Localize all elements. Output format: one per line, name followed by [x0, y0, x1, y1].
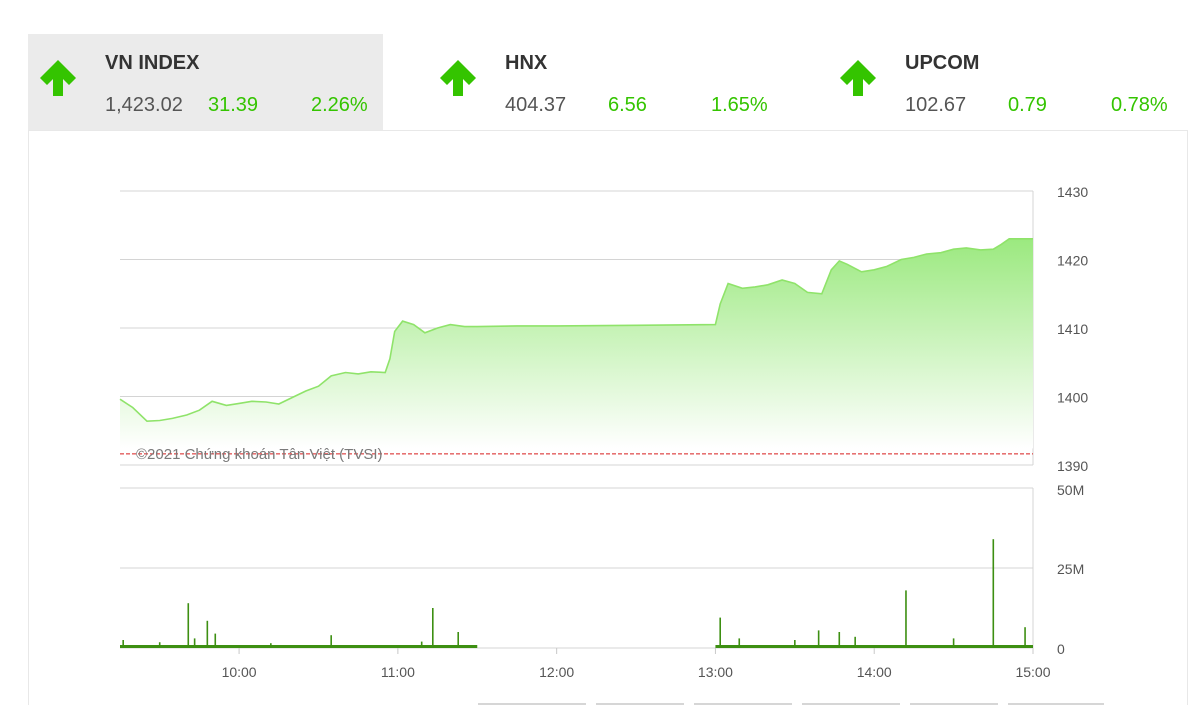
volume-bar	[193, 638, 196, 648]
volume-bar	[122, 640, 124, 648]
volume-bar	[838, 632, 841, 648]
volume-bar	[817, 630, 820, 648]
watermark: ©2021 Chứng khoán Tân Việt (TVSI)	[136, 446, 383, 463]
volume-bar	[794, 640, 796, 648]
index-percent: 2.26%	[311, 94, 368, 116]
up-arrow-icon	[840, 60, 876, 96]
volume-axis: 0 25M 50M	[1057, 482, 1084, 657]
price-tick-label: 1410	[1057, 321, 1088, 337]
volume-bar	[432, 608, 434, 648]
up-arrow-icon	[440, 60, 476, 96]
volume-bar	[270, 643, 272, 648]
volume-gridlines	[120, 487, 1034, 649]
time-tick-label: 11:00	[381, 664, 415, 680]
range-tab[interactable]	[802, 703, 900, 705]
volume-baseline	[120, 645, 478, 648]
index-price: 1,423.02	[105, 94, 183, 116]
volume-bar	[214, 633, 217, 648]
volume-tick-label: 50M	[1057, 482, 1084, 498]
volume-bar	[330, 635, 332, 648]
range-tab[interactable]	[910, 703, 998, 705]
volume-bar	[854, 636, 856, 648]
volume-bar	[1024, 627, 1026, 648]
volume-bar	[420, 641, 423, 648]
index-change: 6.56	[608, 94, 647, 116]
tab-vn-index[interactable]: VN INDEX 1,423.02 31.39 2.26%	[28, 34, 383, 130]
volume-bar	[206, 620, 209, 648]
price-tick-label: 1400	[1057, 390, 1088, 406]
price-area	[120, 238, 1033, 449]
volume-bar	[738, 638, 741, 648]
time-tick-label: 10:00	[222, 664, 257, 680]
price-tick-label: 1420	[1057, 253, 1088, 269]
index-price: 102.67	[905, 94, 967, 116]
time-tick-label: 13:00	[698, 664, 733, 680]
price-axis: 1390 1400 1410 1420 1430	[1057, 184, 1088, 474]
range-tab[interactable]	[1008, 703, 1104, 705]
volume-bar	[457, 632, 460, 648]
price-tick-label: 1390	[1057, 458, 1088, 474]
index-tabs: VN INDEX 1,423.02 31.39 2.26% HNX 404.37…	[28, 34, 1188, 130]
index-name: VN INDEX	[105, 52, 200, 74]
time-tick-label: 15:00	[1015, 664, 1050, 680]
range-tab[interactable]	[478, 703, 586, 705]
range-tabs	[478, 703, 1118, 705]
volume-bars	[120, 539, 1033, 648]
index-change: 0.79	[1008, 94, 1047, 116]
time-tick-label: 14:00	[857, 664, 892, 680]
index-name: HNX	[505, 52, 548, 74]
price-line	[119, 238, 1033, 423]
volume-tick-label: 0	[1057, 641, 1065, 657]
volume-bar	[719, 617, 721, 648]
index-name: UPCOM	[905, 52, 980, 74]
volume-bar	[905, 590, 907, 648]
volume-bar	[158, 642, 161, 648]
up-arrow-icon	[40, 60, 76, 96]
index-percent: 0.78%	[1111, 94, 1168, 116]
index-price: 404.37	[505, 94, 567, 116]
price-tick-label: 1430	[1057, 184, 1088, 200]
volume-bar	[187, 603, 190, 648]
volume-bar	[952, 638, 955, 648]
index-change: 31.39	[208, 94, 259, 116]
volume-baseline	[715, 645, 1033, 648]
time-tick-label: 12:00	[539, 664, 574, 680]
volume-tick-label: 25M	[1057, 561, 1084, 577]
volume-bar	[992, 539, 995, 648]
tab-upcom[interactable]: UPCOM 102.67 0.79 0.78%	[828, 34, 1183, 130]
range-tab[interactable]	[694, 703, 792, 705]
time-axis: 10:00 11:00 12:00 13:00 14:00 15:00	[222, 648, 1051, 680]
range-tab[interactable]	[596, 703, 684, 705]
index-percent: 1.65%	[711, 94, 768, 116]
tab-hnx[interactable]: HNX 404.37 6.56 1.65%	[428, 34, 783, 130]
